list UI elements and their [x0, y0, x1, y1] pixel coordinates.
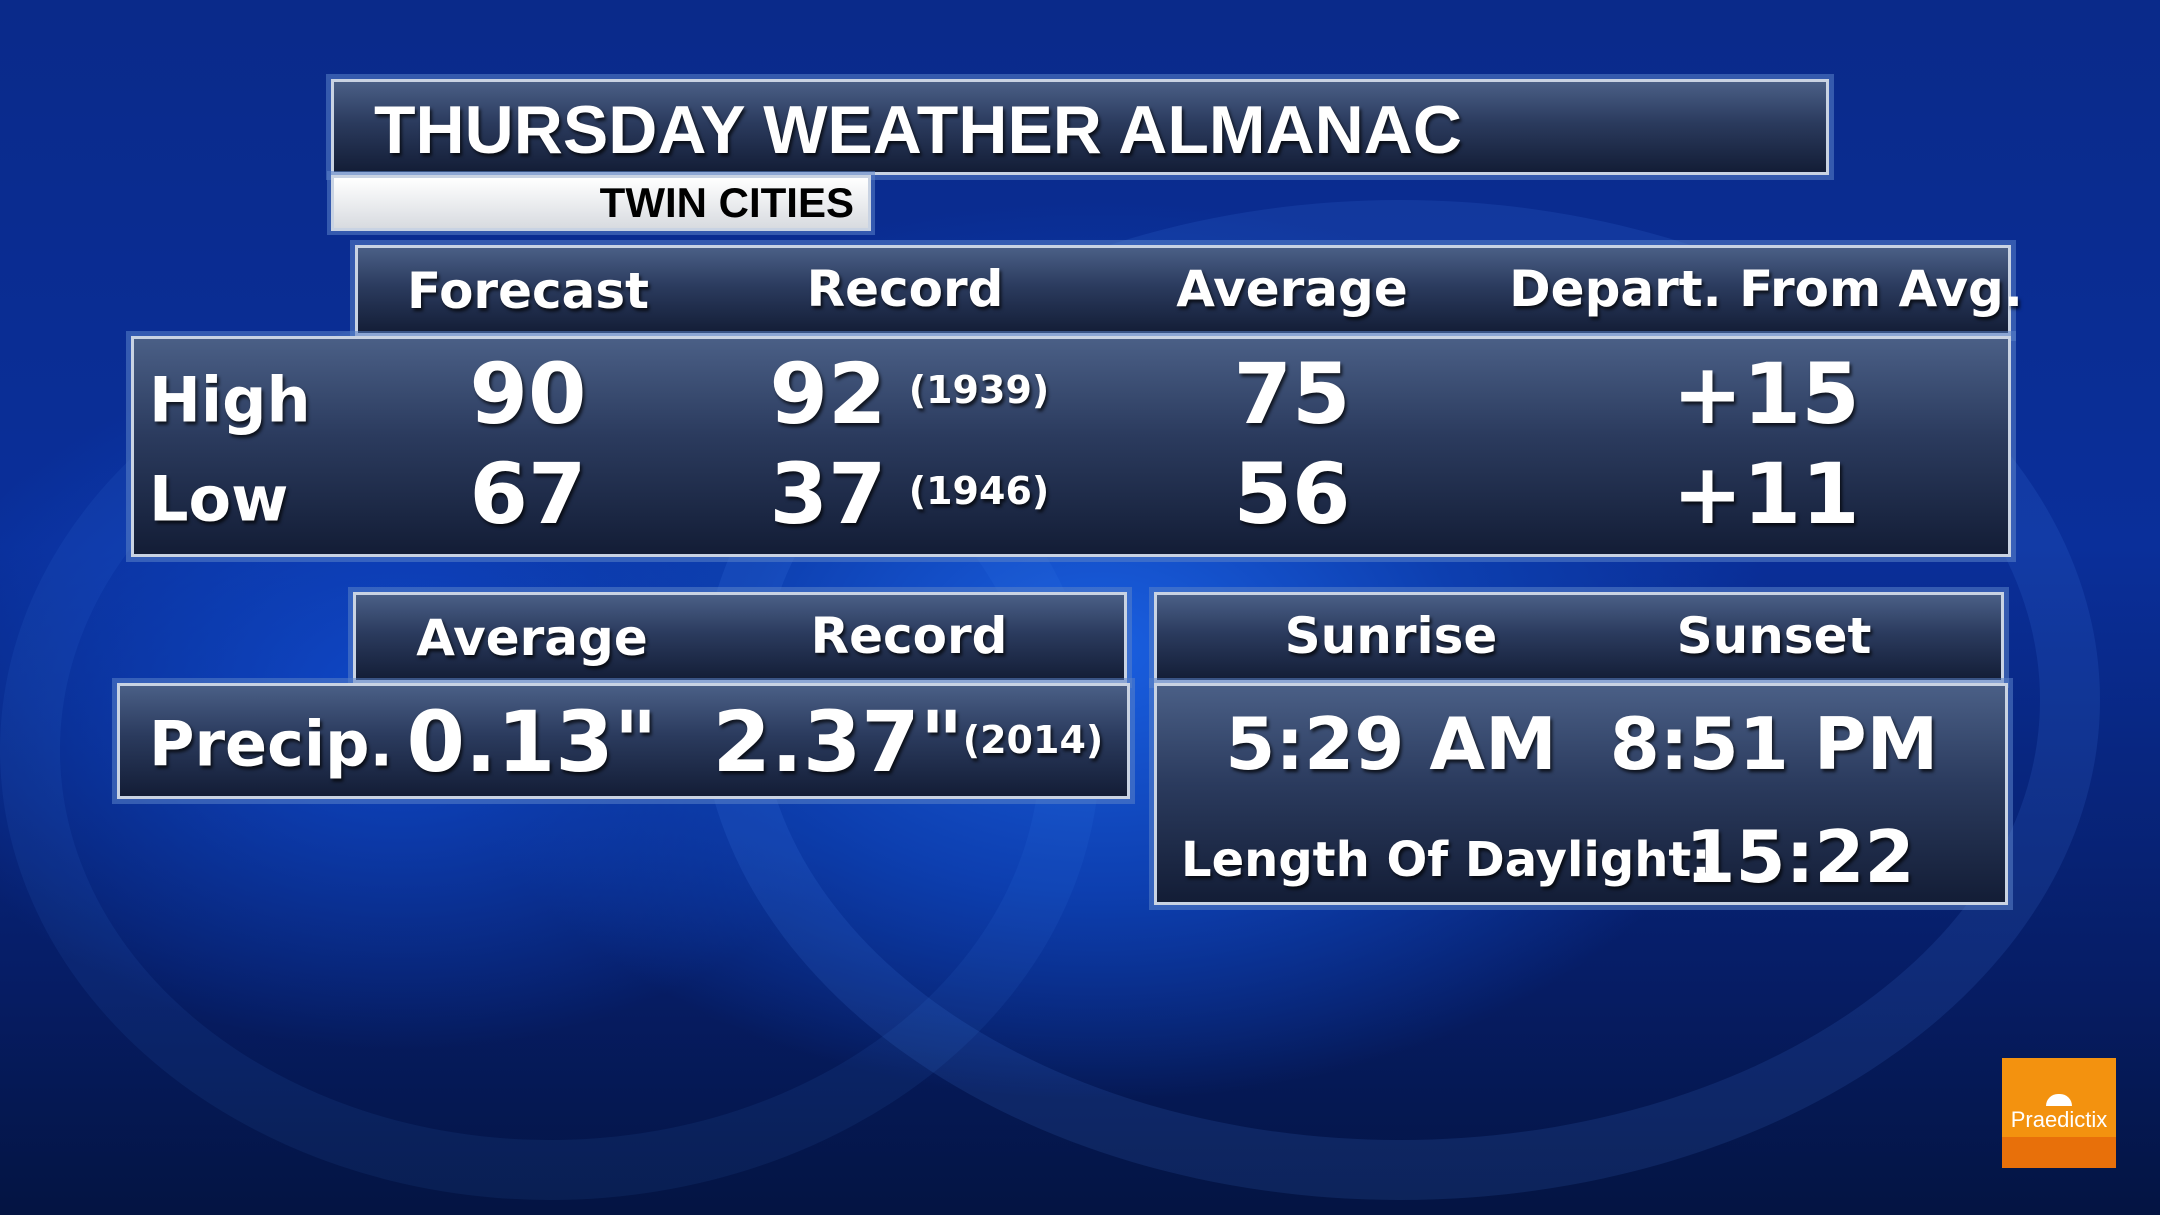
precip-row [117, 683, 1130, 799]
sun-header [1154, 592, 2004, 683]
high-average: 75 [1233, 345, 1351, 443]
temps-table [131, 336, 2011, 557]
col-sunset: Sunset [1676, 607, 1872, 665]
high-departure: +15 [1672, 345, 1860, 443]
precip-average: 0.13" [406, 693, 658, 791]
sunset-time: 8:51 PM [1609, 702, 1939, 786]
high-forecast: 90 [469, 345, 587, 443]
row-label-low: Low [149, 462, 289, 536]
low-record-year: (1946) [908, 469, 1050, 513]
daylight-value: 15:22 [1685, 815, 1915, 899]
precip-label: Precip. [149, 707, 394, 781]
logo-text: Praedictix [2010, 1107, 2108, 1132]
umbrella-icon [2046, 1094, 2072, 1106]
high-record-year: (1939) [908, 368, 1050, 412]
temps-header [355, 245, 2011, 336]
location-label: TWIN CITIES [599, 179, 854, 226]
precip-record: 2.37" [712, 693, 964, 791]
precip-col-record: Record [810, 607, 1008, 665]
low-average: 56 [1233, 445, 1351, 543]
low-forecast: 67 [469, 445, 587, 543]
sunrise-time: 5:29 AM [1225, 702, 1557, 786]
col-average: Average [1176, 260, 1408, 318]
row-label-high: High [149, 363, 311, 437]
precip-col-average: Average [416, 609, 648, 667]
col-forecast: Forecast [406, 262, 650, 320]
high-record: 92 [769, 345, 887, 443]
location-bar: TWIN CITIES [331, 175, 871, 231]
sun-body [1154, 683, 2008, 905]
precip-header [353, 592, 1127, 683]
low-departure: +11 [1672, 445, 1860, 543]
praedictix-logo: Praedictix [2002, 1058, 2116, 1168]
col-sunrise: Sunrise [1284, 607, 1498, 665]
daylight-label: Length Of Daylight: [1181, 832, 1711, 888]
title-bar: THURSDAY WEATHER ALMANAC [331, 79, 1829, 175]
low-record: 37 [769, 445, 887, 543]
page-title: THURSDAY WEATHER ALMANAC [374, 92, 1462, 168]
precip-record-year: (2014) [962, 718, 1104, 762]
col-departure: Depart. From Avg. [1509, 260, 2023, 318]
col-record: Record [806, 260, 1004, 318]
